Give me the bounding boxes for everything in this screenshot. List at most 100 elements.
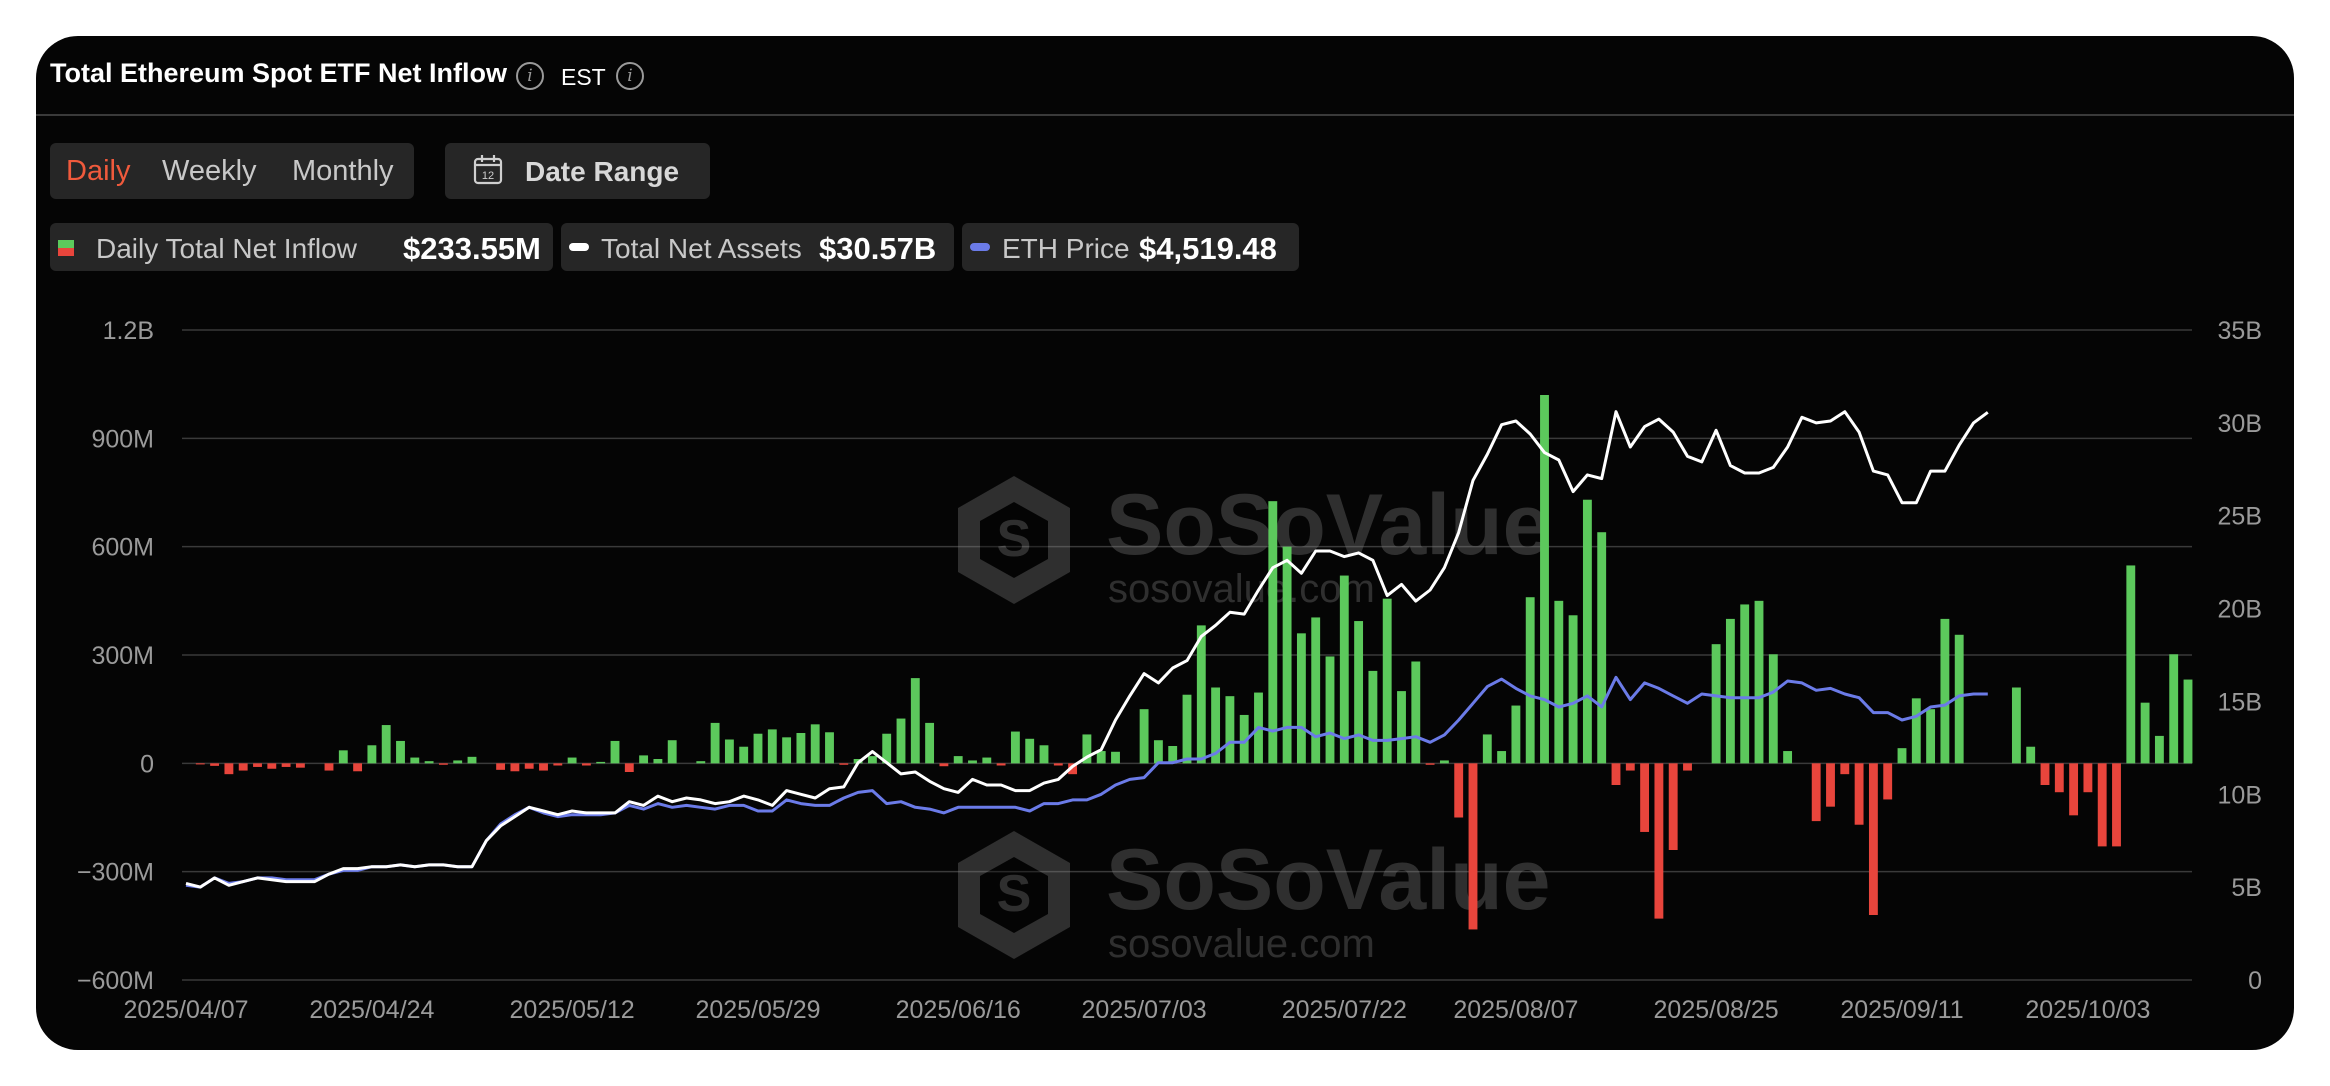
legend-total-net-assets[interactable]: Total Net Assets $30.57B (561, 223, 954, 271)
x-tick-label: 2025/07/03 (1082, 996, 1207, 1024)
inflow-bar (710, 722, 720, 764)
inflow-bar (1168, 746, 1178, 764)
inflow-bar (438, 763, 448, 765)
inflow-bar (1454, 763, 1464, 818)
inflow-bar (267, 763, 277, 769)
inflow-bar (1611, 763, 1621, 785)
svg-text:sosovalue.com: sosovalue.com (1108, 567, 1375, 611)
timezone-info-icon[interactable]: i (616, 62, 644, 90)
watermark-top: S SoSoValue sosovalue.com (958, 476, 1551, 611)
x-tick-label: 2025/08/07 (1453, 996, 1578, 1024)
inflow-bar (1525, 597, 1535, 764)
tab-daily[interactable]: Daily (66, 155, 131, 187)
inflow-bar (596, 761, 606, 764)
y-right-tick-label: 10B (2218, 781, 2262, 809)
inflow-bar (453, 760, 463, 764)
inflow-bar (724, 739, 734, 764)
inflow-bar (424, 761, 434, 764)
svg-text:S: S (997, 510, 1032, 568)
svg-text:SoSoValue: SoSoValue (1106, 477, 1551, 573)
legend-daily-inflow[interactable]: Daily Total Net Inflow $233.55M (50, 223, 553, 271)
etf-inflow-chart: S SoSoValue sosovalue.com S SoSoValue so… (77, 317, 2262, 1024)
inflow-bar (739, 746, 749, 764)
inflow-bar (2097, 763, 2107, 847)
inflow-bar (581, 763, 591, 766)
inflow-bar (2183, 679, 2193, 764)
eth-legend-icon (970, 243, 990, 251)
inflow-bar (1082, 734, 1092, 764)
inflow-bar (1640, 763, 1650, 832)
inflow-bar (1597, 532, 1607, 764)
inflow-bar (2054, 763, 2064, 793)
period-selector: Daily Weekly Monthly (50, 143, 414, 199)
date-range-label: Date Range (525, 156, 680, 187)
inflow-bar (281, 763, 291, 767)
inflow-bar (381, 725, 391, 764)
inflow-bar (1225, 696, 1235, 764)
inflow-bar (1325, 656, 1335, 764)
date-range-button[interactable]: 12 Date Range (445, 143, 710, 199)
inflow-bar (1783, 751, 1793, 764)
chart-card: Total Ethereum Spot ETF Net Inflow i EST… (36, 36, 2294, 1050)
inflow-bar (1139, 709, 1149, 764)
x-tick-label: 2025/04/07 (123, 996, 248, 1024)
inflow-bar (1153, 740, 1163, 764)
y-right-tick-label: 30B (2218, 410, 2262, 438)
inflow-bar (1554, 600, 1564, 764)
inflow-bar (1854, 763, 1864, 825)
inflow-bar (1368, 670, 1378, 764)
inflow-bar (925, 722, 935, 764)
title-info-icon[interactable]: i (516, 62, 544, 90)
x-tick-label: 2025/05/29 (695, 996, 820, 1024)
y-left-tick-label: 900M (91, 425, 154, 453)
legend-eth-price[interactable]: ETH Price $4,519.48 (962, 223, 1299, 271)
inflow-bar (2126, 565, 2136, 764)
inflow-bar (2040, 763, 2050, 785)
svg-text:12: 12 (482, 170, 494, 182)
inflow-bar (1568, 615, 1578, 764)
legend-name: Total Net Assets (601, 233, 802, 264)
inflow-bar (753, 733, 763, 764)
inflow-bar (624, 763, 634, 772)
inflow-bar (1711, 644, 1721, 764)
inflow-bar (953, 756, 963, 764)
tab-monthly[interactable]: Monthly (292, 155, 394, 187)
inflow-bar (396, 740, 405, 764)
calendar-icon: 12 (473, 155, 503, 185)
inflow-bar (1911, 698, 1921, 764)
inflow-bar (224, 763, 234, 775)
inflow-bar (653, 759, 663, 764)
y-right-tick-label: 5B (2231, 874, 2262, 902)
inflow-bar (1683, 763, 1692, 771)
inflow-bar (2112, 763, 2121, 847)
inflow-bar (539, 763, 548, 771)
inflow-bar (1540, 395, 1549, 764)
inflow-bar (324, 763, 334, 771)
inflow-bar (1354, 621, 1364, 764)
legend-name: Daily Total Net Inflow (96, 233, 357, 264)
inflow-bar (2026, 746, 2036, 764)
inflow-bar (1497, 751, 1507, 764)
inflow-bar (1625, 763, 1635, 771)
inflow-bar (2069, 763, 2079, 816)
inflow-bar (1025, 738, 1035, 764)
inflow-bar (1811, 763, 1821, 822)
tab-weekly[interactable]: Weekly (162, 155, 257, 187)
inflow-bar (210, 763, 220, 766)
inflow-bar (2011, 687, 2021, 764)
y-right-tick-label: 0 (2248, 967, 2262, 995)
inflow-bar (1868, 763, 1878, 915)
inflow-bar (1826, 763, 1835, 807)
y-right-tick-label: 35B (2218, 317, 2262, 345)
legend-value: $4,519.48 (1139, 231, 1277, 266)
x-tick-label: 2025/05/12 (510, 996, 635, 1024)
y-left-tick-label: −600M (77, 967, 154, 995)
inflow-bar (510, 763, 520, 772)
inflow-bar (553, 763, 563, 766)
inflow-bar (2169, 654, 2179, 764)
inflow-bar (1010, 731, 1020, 764)
inflow-bar (1654, 763, 1664, 919)
x-tick-label: 2025/08/25 (1654, 996, 1779, 1024)
inflow-bar (825, 732, 834, 764)
y-right-tick-label: 15B (2218, 688, 2262, 716)
